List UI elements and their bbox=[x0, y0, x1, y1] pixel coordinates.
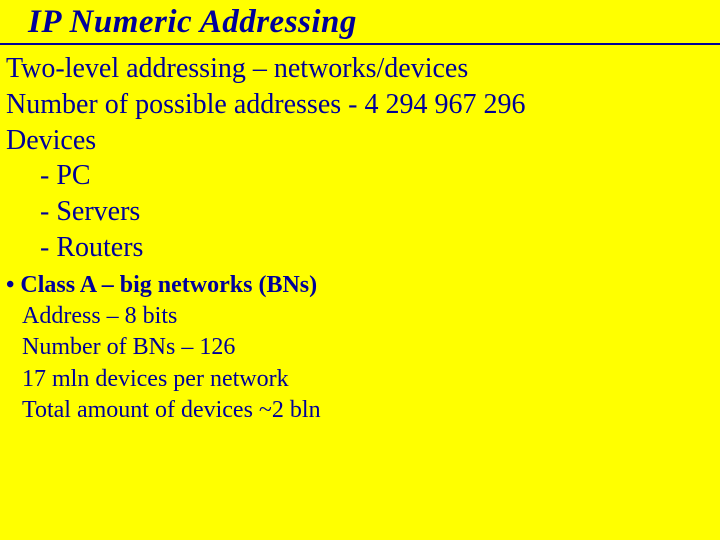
device-item-routers: - Routers bbox=[6, 230, 720, 266]
device-item-servers: - Servers bbox=[6, 194, 720, 230]
class-a-line-1: Address – 8 bits bbox=[6, 301, 720, 332]
class-a-heading: • Class A – big networks (BNs) bbox=[6, 270, 720, 301]
intro-line-2: Number of possible addresses - 4 294 967… bbox=[6, 87, 720, 123]
class-a-block: • Class A – big networks (BNs) Address –… bbox=[0, 266, 720, 426]
intro-block: Two-level addressing – networks/devices … bbox=[0, 45, 720, 266]
device-item-pc: - PC bbox=[6, 158, 720, 194]
class-a-line-3: 17 mln devices per network bbox=[6, 364, 720, 395]
class-a-line-4: Total amount of devices ~2 bln bbox=[6, 395, 720, 426]
intro-line-3: Devices bbox=[6, 123, 720, 159]
class-a-line-2: Number of BNs – 126 bbox=[6, 332, 720, 363]
intro-line-1: Two-level addressing – networks/devices bbox=[6, 51, 720, 87]
slide-title: IP Numeric Addressing bbox=[0, 0, 720, 45]
